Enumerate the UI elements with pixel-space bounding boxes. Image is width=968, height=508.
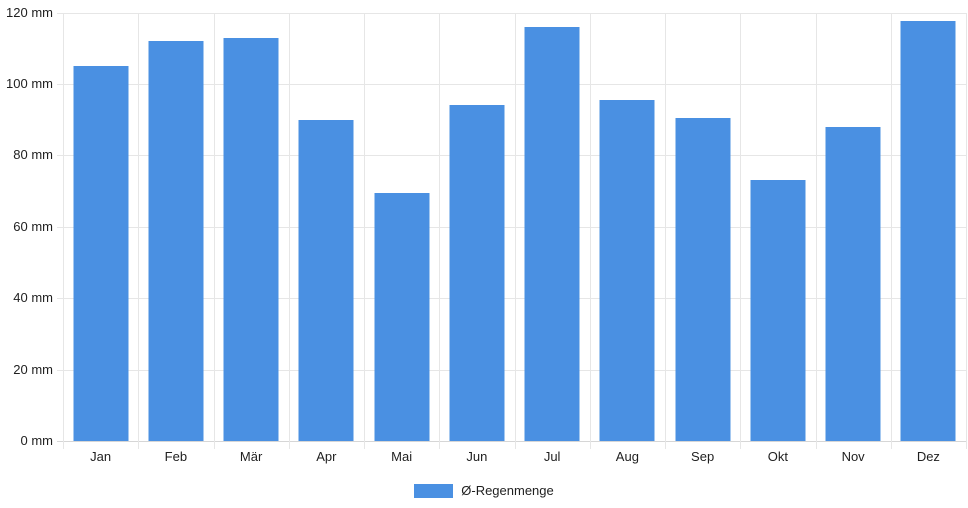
bar-apr[interactable] [298,119,354,441]
h-gridline-120 [57,12,966,14]
y-tick-label-20: 20 mm [13,361,53,377]
v-gridline-6 [514,12,516,449]
bar-mai[interactable] [374,192,430,441]
h-gridline-100 [57,83,966,85]
bar-jun[interactable] [449,105,505,441]
x-label-aug: Aug [615,449,639,464]
legend-label: Ø-Regenmenge [461,483,554,498]
y-tick-label-80: 80 mm [13,147,53,163]
bar-aug[interactable] [599,100,655,441]
y-tick-label-40: 40 mm [13,290,53,306]
x-label-feb: Feb [164,449,188,464]
bar-jul[interactable] [524,26,580,441]
v-gridline-2 [213,12,215,449]
y-tick-label-60: 60 mm [13,218,53,234]
v-gridline-9 [740,12,742,449]
x-label-nov: Nov [841,449,865,464]
v-gridline-5 [439,12,441,449]
v-gridline-10 [815,12,817,449]
bar-sep[interactable] [675,117,731,441]
x-label-okt: Okt [767,449,788,464]
x-label-sep: Sep [691,449,715,464]
v-gridline-1 [138,12,140,449]
x-axis-baseline [57,441,966,442]
y-tick-label-100: 100 mm [6,75,53,91]
y-tick-label-120: 120 mm [6,4,53,20]
v-gridline-7 [589,12,591,449]
bar-feb[interactable] [148,41,204,441]
x-label-jun: Jun [466,449,488,464]
h-gridline-80 [57,155,966,157]
legend: Ø-Regenmenge [0,482,968,500]
bar-nov[interactable] [825,126,881,441]
v-gridline-12 [966,12,967,449]
v-gridline-8 [665,12,666,449]
x-label-dez: Dez [916,449,940,464]
v-gridline-4 [364,12,365,449]
v-gridline-0 [63,12,64,449]
x-label-apr: Apr [316,449,337,464]
h-gridline-60 [57,226,966,228]
x-label-jan: Jan [90,449,112,464]
y-axis: 0 mm 20 mm 40 mm 60 mm 80 mm 100 mm 120 mm [0,0,53,449]
bar-dez[interactable] [900,21,956,441]
v-gridline-11 [890,12,892,449]
legend-item-regenmenge[interactable]: Ø-Regenmenge [414,483,554,499]
v-gridline-3 [288,12,290,449]
h-gridline-20 [57,369,966,371]
y-tick-label-0: 0 mm [20,433,54,448]
bar-jan[interactable] [73,66,129,441]
x-label-jul: Jul [543,449,561,464]
bar-mar[interactable] [223,37,279,441]
legend-color-swatch [414,484,454,498]
plot-area [57,12,967,449]
bar-okt[interactable] [750,180,806,441]
x-label-mai: Mai [391,449,413,464]
x-axis: Jan Feb Mär Apr Mai Jun Jul Aug Sep Okt Nov Dez [63,449,966,467]
x-label-mar: Mär [239,449,263,464]
h-gridline-40 [57,298,966,300]
